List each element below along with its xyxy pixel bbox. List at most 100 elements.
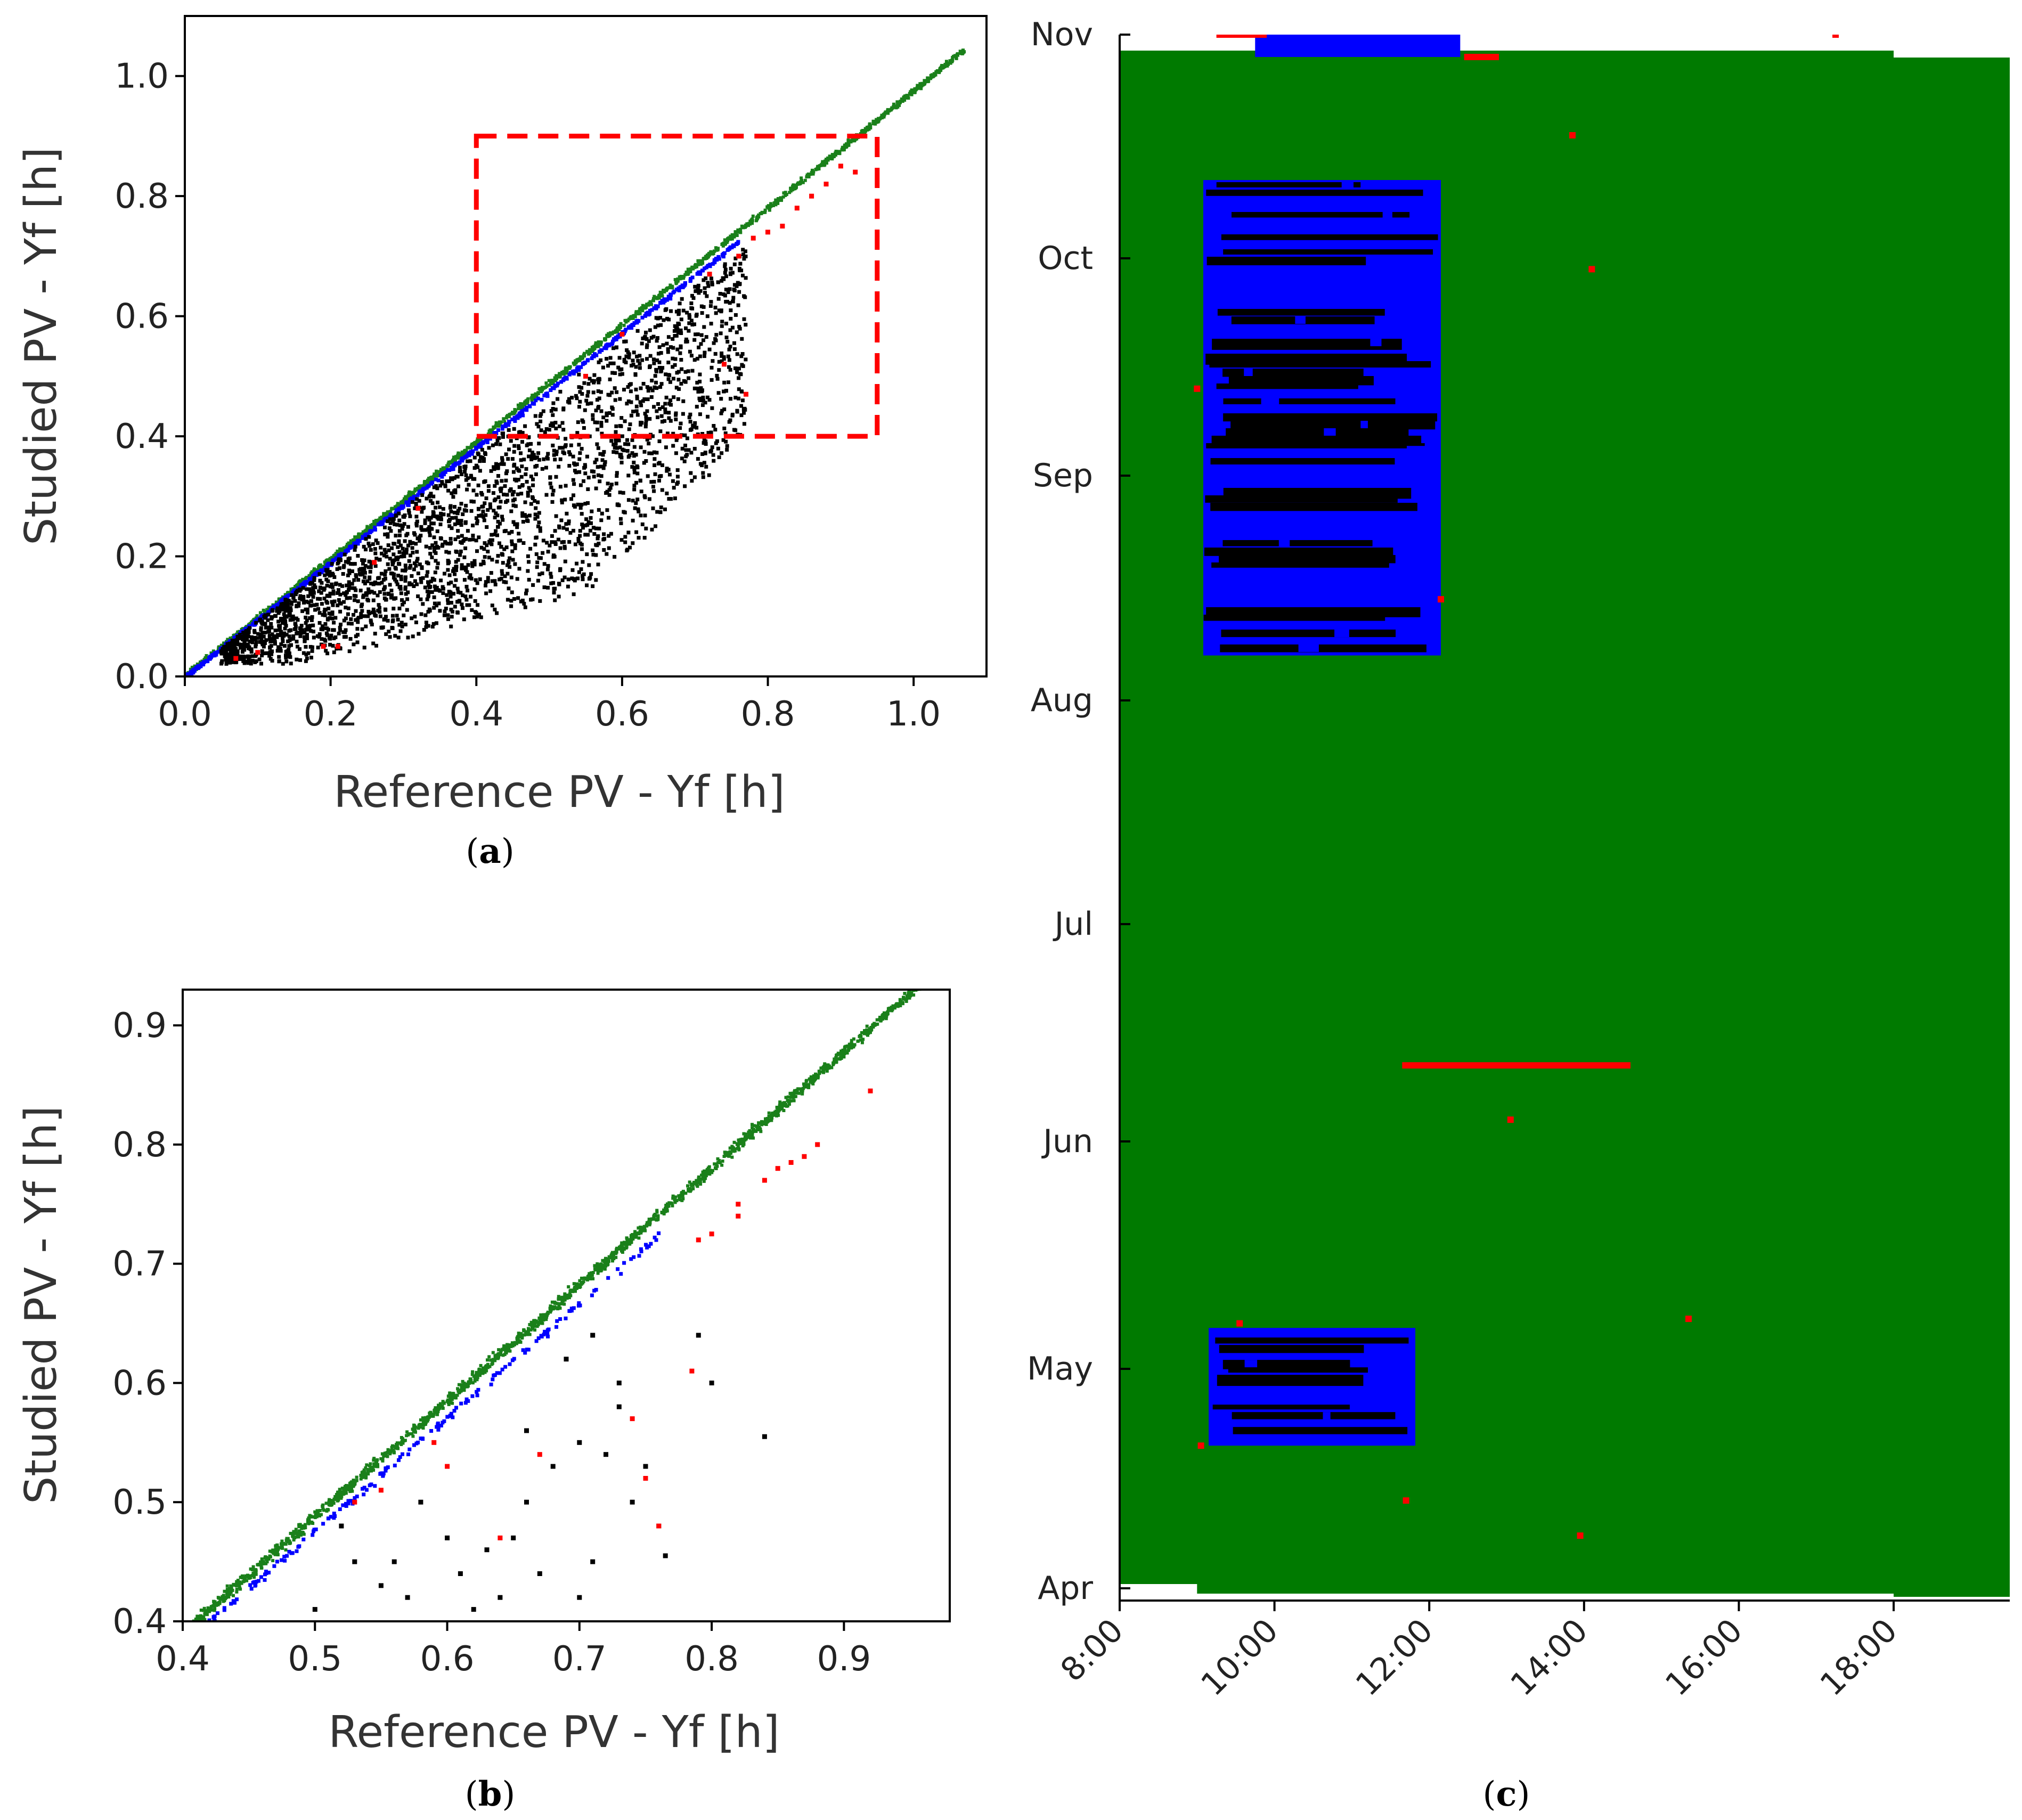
fault-point <box>390 626 395 630</box>
fault-point <box>725 340 730 344</box>
fault-point <box>409 553 412 558</box>
fault-point <box>459 519 463 523</box>
normal-point <box>738 230 742 233</box>
fault-point <box>343 552 347 557</box>
fault-point <box>495 513 500 518</box>
fault-point <box>719 397 723 401</box>
mild-fault-point <box>201 660 206 664</box>
normal-point <box>297 580 301 584</box>
fault-point <box>700 463 704 468</box>
fault-point <box>382 553 386 558</box>
mild-fault-point <box>355 538 360 543</box>
normal-point <box>599 340 603 344</box>
fault-point <box>490 533 494 537</box>
fault-point <box>483 555 487 559</box>
fault-point <box>275 649 280 653</box>
fault-point <box>491 443 495 447</box>
fault-point <box>730 412 735 417</box>
fault-point <box>573 504 577 509</box>
fault-point <box>683 443 687 447</box>
fault-point <box>564 443 568 447</box>
normal-point <box>317 564 321 567</box>
fault-point <box>230 639 234 643</box>
normal-point <box>697 1175 700 1179</box>
fault-point <box>378 614 382 618</box>
mild-fault-point <box>339 552 344 556</box>
fault-point <box>270 652 274 656</box>
fault-point <box>317 572 322 576</box>
fault-point <box>551 401 556 405</box>
fault-point <box>407 581 412 585</box>
fault-point <box>739 354 744 358</box>
fault-point <box>467 603 471 607</box>
fault-point <box>391 519 395 524</box>
normal-point <box>687 270 691 274</box>
mild-fault-point <box>703 266 707 271</box>
fault-point <box>642 461 646 465</box>
fault-point <box>461 512 465 516</box>
fault-point <box>259 635 263 640</box>
normal-point <box>730 233 734 236</box>
fault-point <box>232 653 237 657</box>
fault-point <box>477 535 481 540</box>
fault-point <box>372 591 377 595</box>
fault-point <box>504 471 508 476</box>
fault-point <box>478 469 482 473</box>
fault-point <box>606 481 610 486</box>
normal-point <box>863 127 867 130</box>
fault-point <box>572 482 576 486</box>
fault-point <box>733 256 738 260</box>
normal-point <box>487 429 491 433</box>
fault-point <box>593 460 597 464</box>
normal-point <box>323 560 327 564</box>
fault-point <box>446 488 450 493</box>
fault-point <box>428 526 433 531</box>
red-point <box>722 362 727 367</box>
normal-point <box>800 176 803 180</box>
fault-point <box>355 640 360 644</box>
fault-point <box>390 572 395 576</box>
fault-point <box>551 553 556 558</box>
mild-fault-point <box>669 293 673 297</box>
fault-point <box>366 587 371 591</box>
fault-point <box>386 519 390 524</box>
normal-point <box>205 654 208 657</box>
fault-point <box>520 440 524 444</box>
mild-fault-point <box>698 272 703 276</box>
fault-point <box>527 577 531 582</box>
fault-point <box>724 274 728 279</box>
fault-point <box>451 569 455 573</box>
fault-point <box>517 478 520 481</box>
fault-point <box>700 403 705 407</box>
fault-point <box>264 626 268 630</box>
fault-point <box>307 587 311 591</box>
fault-point <box>550 534 554 538</box>
fault-point <box>650 388 655 393</box>
normal-point <box>934 73 937 77</box>
fault-point <box>231 650 235 655</box>
fault-point <box>551 443 555 447</box>
fault-point <box>490 558 494 562</box>
fault-point <box>352 642 356 647</box>
fault-point <box>485 543 489 548</box>
fault-point <box>298 634 303 638</box>
mild-fault-point <box>196 664 200 668</box>
fault-point <box>297 601 301 605</box>
fault-point <box>609 532 613 536</box>
fault-point <box>692 447 697 451</box>
fault-point <box>304 659 308 663</box>
fault-point <box>640 358 645 362</box>
fault-point <box>508 565 512 569</box>
fault-point <box>393 634 397 638</box>
fault-point <box>651 434 655 438</box>
fault-point <box>672 329 676 333</box>
fault-point <box>325 584 329 587</box>
normal-point <box>788 191 792 194</box>
fault-point <box>589 401 593 405</box>
fault-point <box>390 546 394 550</box>
fault-point <box>286 604 290 608</box>
fault-point <box>342 591 346 595</box>
fault-point <box>702 278 706 282</box>
fault-point <box>487 556 491 560</box>
normal-point <box>288 591 292 594</box>
